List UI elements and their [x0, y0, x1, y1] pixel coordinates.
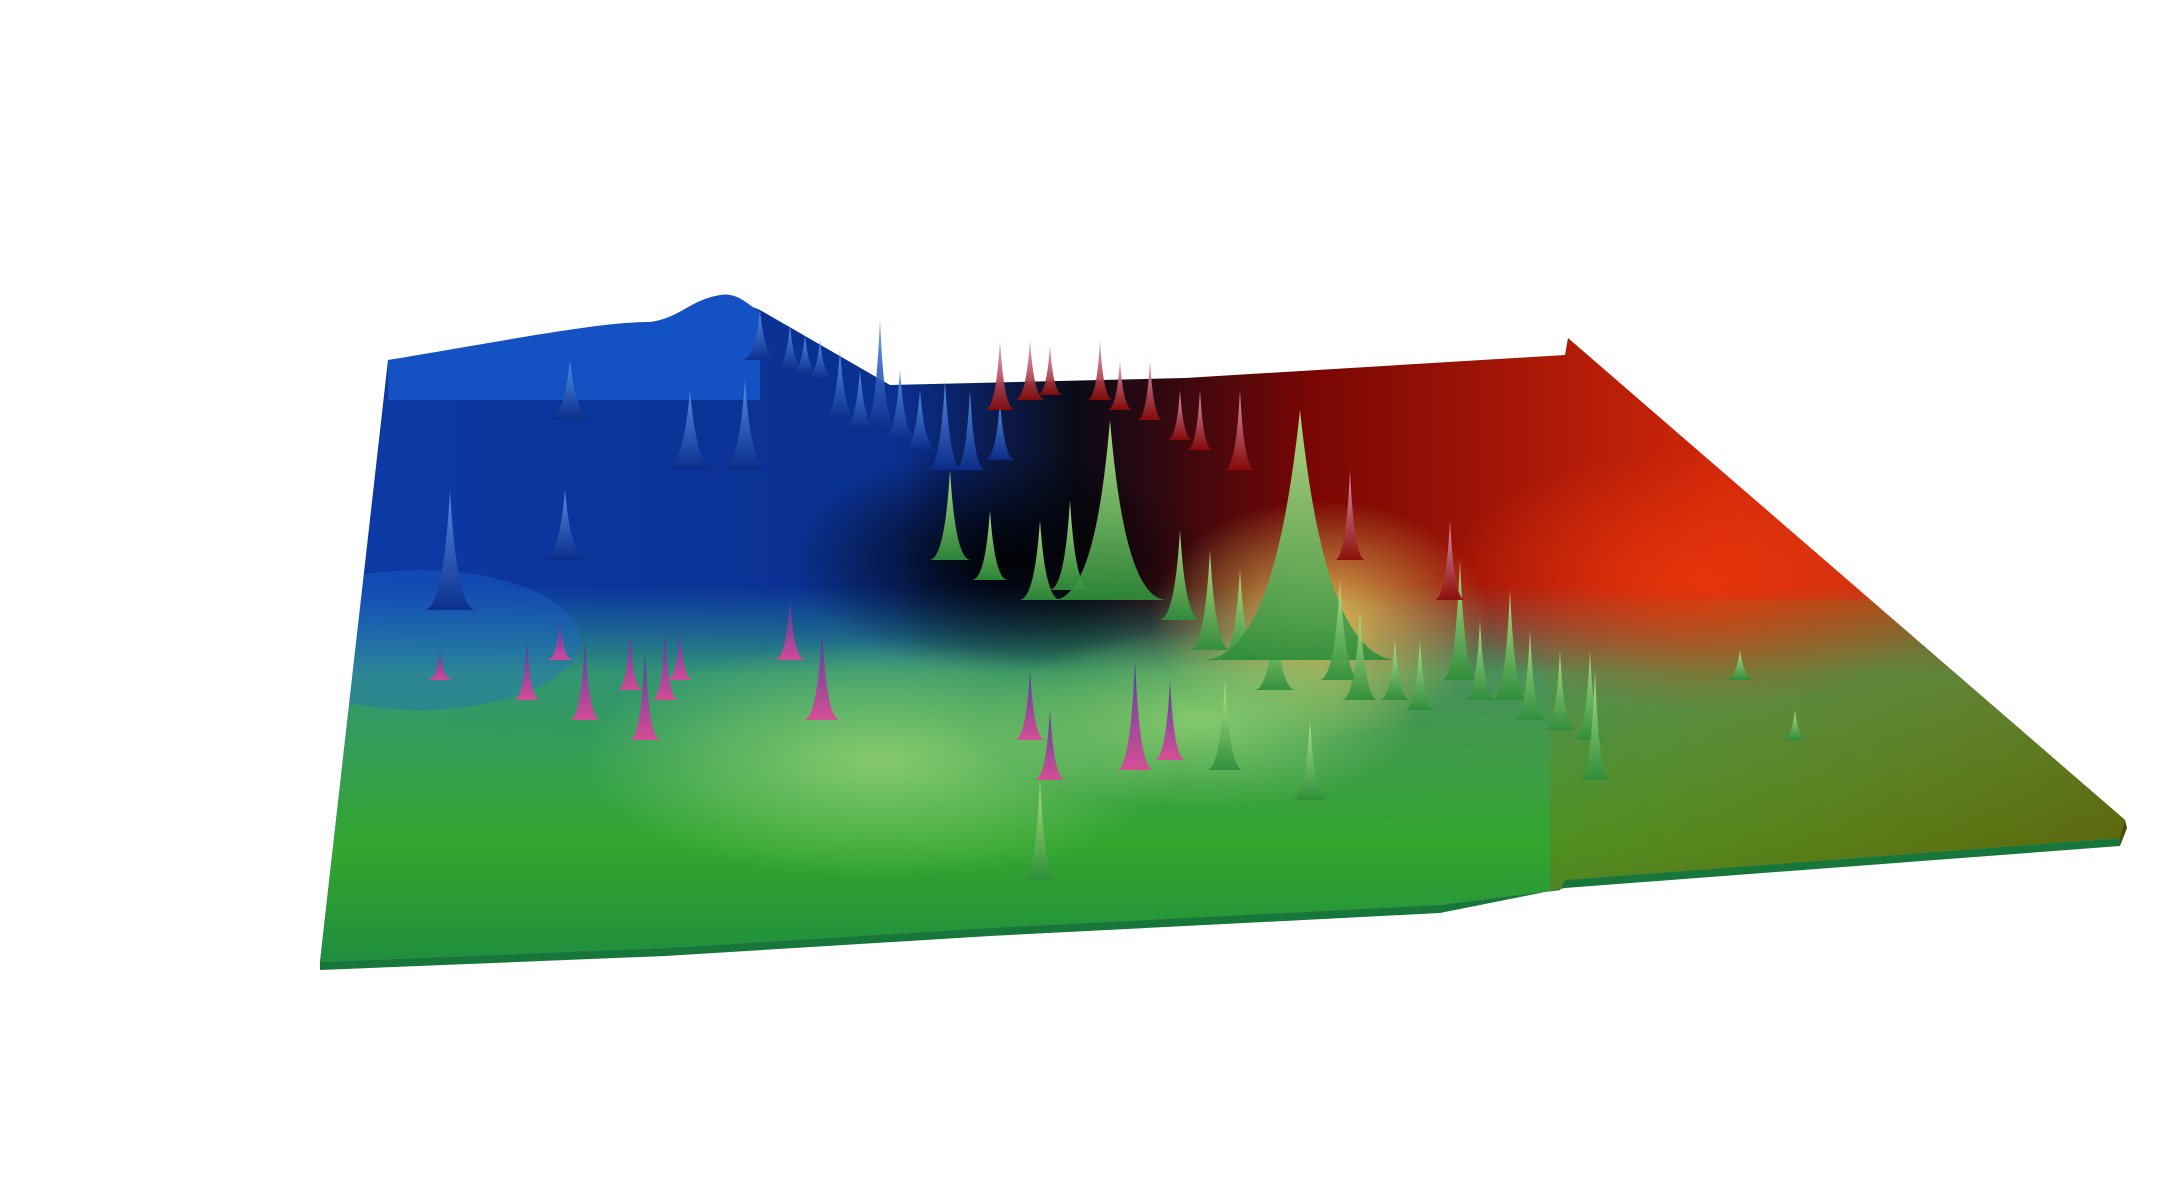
surface-body	[320, 300, 2127, 970]
surface-spike	[1464, 620, 1496, 700]
surface-spike	[1319, 580, 1361, 680]
surface-spike	[984, 340, 1016, 410]
surface-spike	[569, 640, 601, 720]
surface-spike	[1137, 360, 1163, 420]
surface-spike	[652, 630, 678, 700]
surface-spike	[1107, 360, 1133, 410]
surface-spike	[901, 390, 939, 450]
surface-spike	[617, 630, 643, 690]
surface-spike	[774, 600, 806, 660]
surface-spike	[1782, 710, 1808, 740]
surface-spike	[861, 320, 899, 430]
surface-spike	[984, 400, 1016, 460]
surface-spike	[954, 390, 986, 470]
surface-spike	[929, 470, 971, 560]
surface-spike	[1219, 570, 1261, 660]
surface-spike	[1014, 670, 1046, 740]
surface-spike	[629, 650, 661, 740]
surface-spike	[1379, 640, 1411, 700]
surface-spike	[664, 390, 716, 470]
surface-spike	[1224, 390, 1256, 470]
surface-spike	[1087, 340, 1113, 400]
surface-spike	[721, 380, 769, 470]
surface-spike	[1159, 530, 1201, 620]
surface-spike	[821, 350, 859, 420]
surface-spike	[1019, 520, 1061, 600]
surface-spike	[547, 620, 573, 660]
surface-spike	[541, 490, 589, 560]
surface-spike	[1116, 660, 1154, 770]
surface-spike	[1167, 390, 1193, 440]
surface-spike	[803, 630, 841, 720]
surface-spike	[1434, 520, 1466, 600]
surface-spike	[1574, 650, 1606, 740]
surface-spikes	[424, 310, 1808, 880]
surface-spike	[1206, 680, 1244, 770]
surface-spike	[1441, 560, 1479, 680]
surface-spike	[1052, 420, 1168, 600]
surface-spike	[1189, 550, 1231, 650]
surface-spike	[774, 325, 806, 370]
surface-spike	[1034, 710, 1066, 780]
surface-spike	[1014, 340, 1046, 400]
surface-spike	[1291, 720, 1329, 800]
surface-spike	[789, 335, 821, 375]
surface-spike	[1037, 345, 1063, 395]
surface-spike	[1187, 390, 1213, 450]
surface-spike	[667, 630, 693, 680]
surface-spike	[1201, 410, 1399, 660]
surface-spike	[514, 640, 540, 700]
surface-spike	[1514, 630, 1546, 720]
surface-spike	[1334, 470, 1366, 560]
surface-spike	[1491, 590, 1529, 700]
surface-spike	[741, 310, 779, 360]
surface-spike	[1021, 780, 1059, 880]
surface-spike	[424, 490, 476, 610]
surface-spike	[1154, 680, 1186, 760]
surface-spike	[804, 340, 836, 380]
surface-spike	[427, 650, 453, 680]
surface-spike	[1544, 650, 1576, 730]
back-ridge	[388, 294, 760, 400]
surface-spike	[1724, 650, 1756, 680]
surface-spike	[546, 360, 594, 420]
surface-spike	[971, 510, 1009, 580]
surface-spike	[1049, 500, 1091, 590]
surface-spike	[926, 380, 964, 470]
surface-spike	[841, 370, 879, 430]
surface-spike	[1579, 670, 1611, 780]
surface-spike	[1341, 610, 1379, 700]
surface-spike	[1404, 640, 1436, 710]
surface-spike	[881, 370, 919, 440]
